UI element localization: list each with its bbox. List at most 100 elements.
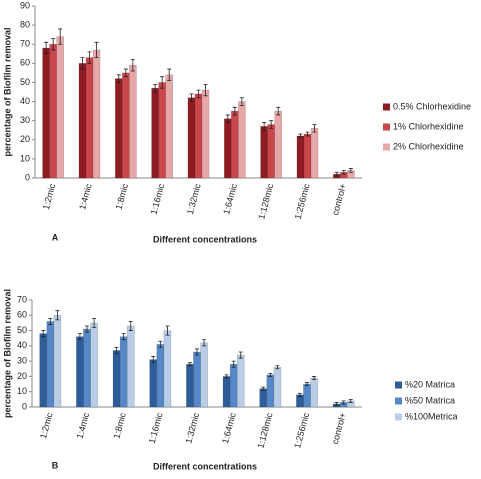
legend-label: 1% Chlorhexidine <box>393 121 464 131</box>
error-bar <box>262 122 267 131</box>
bar <box>129 64 137 179</box>
bar <box>56 36 64 179</box>
bar <box>224 118 232 179</box>
bar <box>156 344 165 408</box>
error-bar <box>80 57 85 70</box>
bar <box>76 336 84 408</box>
bar <box>90 322 98 408</box>
error-bar <box>297 392 302 397</box>
error-bar <box>55 310 60 321</box>
x-tick-label: control+ <box>330 183 348 217</box>
bar <box>229 363 238 408</box>
bar <box>92 49 101 179</box>
x-tick-label: control+ <box>330 412 348 446</box>
bar <box>236 354 245 408</box>
error-bar <box>231 360 236 368</box>
legend-label: 2% Chlorhexidine <box>393 141 464 151</box>
legend-swatch <box>383 103 390 111</box>
error-bar <box>151 356 156 364</box>
y-tick-label: 0 <box>25 172 30 182</box>
error-bar <box>114 346 119 354</box>
bar <box>231 110 239 179</box>
error-bar <box>51 38 56 51</box>
error-bar <box>160 76 165 89</box>
bar <box>122 72 130 179</box>
bar <box>83 328 91 408</box>
x-tick-label: 1:2mic <box>41 182 58 211</box>
y-tick-label: 70 <box>20 39 30 49</box>
x-tick-label: 1:128mic <box>256 182 275 220</box>
bar <box>149 359 158 408</box>
x-tick-label: 1:32mic <box>185 182 203 216</box>
bar <box>126 325 135 408</box>
x-axis-label: Different concentrations <box>153 461 257 471</box>
error-bar <box>312 376 317 380</box>
x-tick-label: 1:256mic <box>292 411 311 449</box>
error-bar <box>121 333 126 341</box>
bar <box>222 376 231 408</box>
y-tick-label: 20 <box>17 371 27 381</box>
error-bar <box>305 382 309 386</box>
x-tick-label: 1:128mic <box>255 411 274 449</box>
y-tick-label: 70 <box>17 294 27 304</box>
error-bar <box>269 120 274 129</box>
bar <box>39 333 48 408</box>
error-bar <box>130 59 135 72</box>
error-bar <box>94 41 99 58</box>
error-bar <box>167 68 172 81</box>
error-bar <box>312 124 317 133</box>
x-tick-label: 1:256mic <box>293 182 312 220</box>
y-tick-label: 0 <box>22 401 27 411</box>
bar <box>151 87 159 179</box>
bar <box>186 363 194 408</box>
y-tick-label: 30 <box>17 356 27 366</box>
error-bar <box>77 333 82 341</box>
error-bar <box>268 372 273 377</box>
error-bar <box>334 171 339 177</box>
bar <box>194 93 203 179</box>
error-bar <box>232 106 237 116</box>
panel-label: B <box>52 460 59 470</box>
bar <box>193 351 201 408</box>
x-tick-label: 1:4mic <box>75 411 92 440</box>
y-tick-label: 20 <box>20 134 30 144</box>
error-bar <box>87 51 92 64</box>
y-tick-label: 60 <box>17 310 27 320</box>
bar <box>267 124 275 179</box>
bar <box>259 388 268 408</box>
bar <box>158 82 166 179</box>
y-axis-label: percentage of Biofilm removal <box>2 27 12 156</box>
error-bar <box>341 169 346 175</box>
x-tick-label: 1:32mic <box>183 411 201 445</box>
y-tick-label: 50 <box>17 325 27 335</box>
bar <box>187 97 196 179</box>
error-bar <box>41 330 46 338</box>
bar <box>163 330 172 408</box>
error-bar <box>165 325 170 336</box>
x-tick-label: 1:16mic <box>147 411 165 445</box>
bar <box>49 43 57 179</box>
bar <box>85 57 94 179</box>
bar <box>310 128 319 179</box>
error-bar <box>123 68 128 78</box>
error-bar <box>158 340 163 348</box>
bar <box>273 367 282 408</box>
error-bar <box>58 28 63 45</box>
error-bar <box>341 400 346 405</box>
panel-label: A <box>52 232 59 242</box>
error-bar <box>305 131 310 137</box>
error-bar <box>276 106 281 116</box>
x-tick-label: 1:64mic <box>220 411 238 445</box>
y-tick-label: 80 <box>20 19 30 29</box>
error-bar <box>85 325 89 333</box>
legend-label: %50 Matrica <box>405 395 455 405</box>
y-tick-label: 60 <box>20 58 30 68</box>
error-bar <box>348 168 353 173</box>
x-tick-label: 1:2mic <box>38 411 55 440</box>
bar <box>42 47 50 179</box>
error-bar <box>92 317 97 328</box>
error-bar <box>261 386 266 391</box>
bar <box>238 101 246 179</box>
x-axis-label: Different concentrations <box>153 234 257 244</box>
